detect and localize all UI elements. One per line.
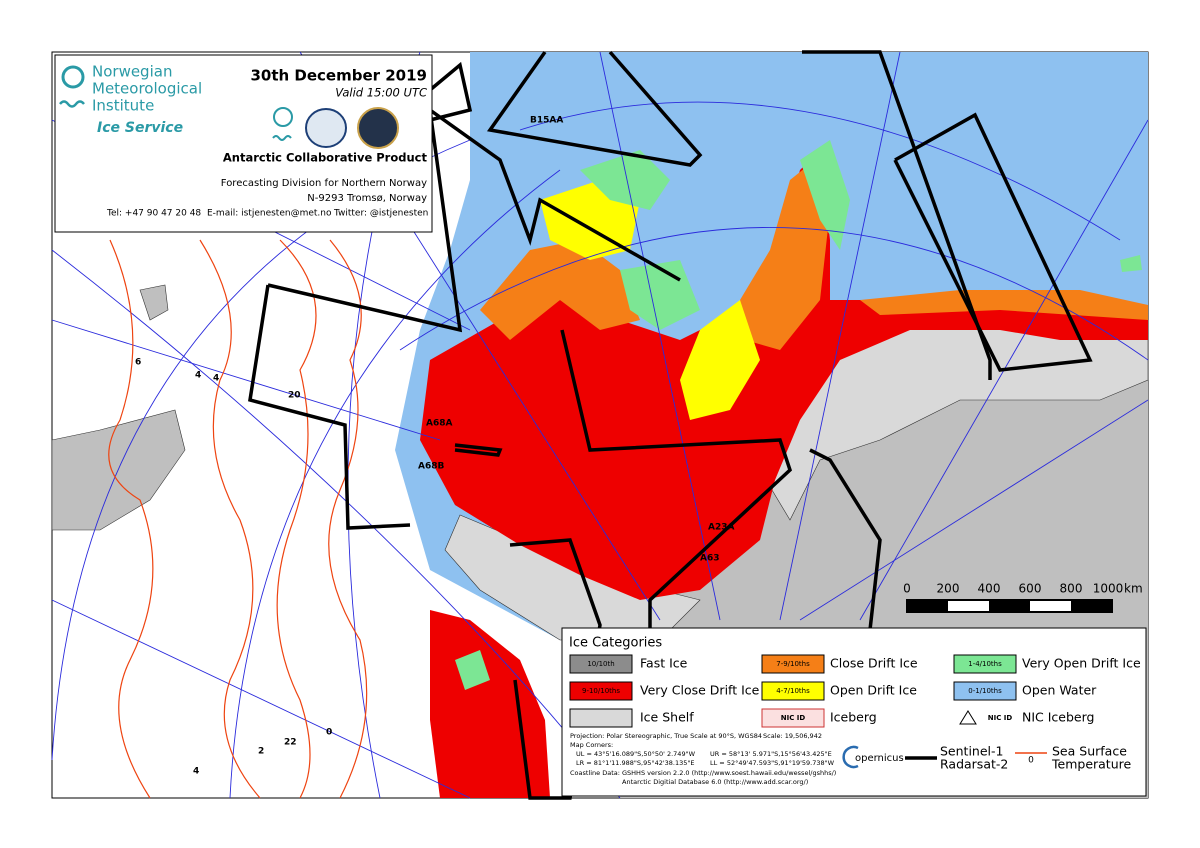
satellite-swaths [248, 50, 1093, 800]
legend-label: Open Water [1022, 683, 1097, 698]
swatch-label: NIC ID [781, 714, 806, 722]
projection: Projection: Polar Stereographic, True Sc… [570, 732, 762, 740]
scale-unit: km [1124, 582, 1143, 596]
very-open-drift-ice [620, 260, 700, 330]
corner: LR = 81°1'11.988"S,95°42'38.135"E [576, 759, 695, 767]
scale-tick: 400 [978, 582, 1001, 596]
very-open-drift-ice [800, 140, 850, 250]
legend-label: Very Open Drift Ice [1022, 656, 1141, 671]
sst-legend-label: Sea Surface [1052, 744, 1127, 759]
coastline: Coastline Data: GSHHS version 2.2.0 (htt… [570, 769, 836, 777]
iceberg-label: A68A [426, 419, 452, 429]
copernicus-logo: opernicus [855, 753, 904, 764]
legend-label: Very Close Drift Ice [640, 683, 760, 698]
close-drift-ice [740, 160, 830, 350]
valid-time: Valid 15:00 UTC [335, 86, 427, 100]
swath-label: Radarsat-2 [940, 757, 1008, 772]
legend-label: Iceberg [830, 710, 877, 725]
sst-contours [108, 239, 368, 799]
coastline: Antarctic Digitial Database 6.0 (http://… [622, 778, 808, 786]
sst-label: 6 [135, 358, 141, 368]
iceberg-label: A63 [700, 554, 720, 564]
date: 30th December 2019 [250, 67, 427, 85]
sst-label: 4 [193, 767, 199, 777]
product: Antarctic Collaborative Product [223, 151, 428, 165]
legend-label: NIC Iceberg [1022, 710, 1094, 725]
scale-bar: 0 200 400 600 800 1000 km [903, 582, 1143, 613]
sst-label: 0 [326, 728, 332, 738]
sst-label: 4 [213, 374, 219, 384]
tel: Tel: +47 90 47 20 48 [106, 209, 201, 219]
iceberg-label: A23A [708, 523, 734, 533]
legend-label: Ice Shelf [640, 710, 694, 725]
scale-tick: 200 [937, 582, 960, 596]
sst-label: 22 [284, 738, 297, 748]
header: Norwegian Meteorological Institute Ice S… [54, 54, 433, 233]
legend-label: Fast Ice [640, 656, 688, 671]
sst-label: 2 [258, 747, 264, 757]
sst-label: 20 [288, 391, 301, 401]
email: E-mail: istjenesten@met.no [207, 209, 332, 219]
corner: UL = 43°5'16.089"S,50°50' 2.749"W [576, 750, 696, 758]
map [51, 50, 1149, 800]
legend: Ice Categories 10/10th Fast Ice 9-10/10t… [561, 627, 1147, 797]
org-name: Institute [92, 97, 154, 115]
corner: UR = 58°13' 5.971"S,15°56'43.425"E [710, 750, 832, 758]
swatch-label: 1-4/10ths [968, 660, 1002, 668]
swatch-label: 7-9/10ths [776, 660, 810, 668]
twitter: Twitter: @istjenesten [333, 209, 428, 219]
swatch-label: 4-7/10ths [776, 687, 810, 695]
swatch-label: 9-10/10ths [582, 687, 620, 695]
corners-title: Map Corners: [570, 741, 613, 749]
sst-legend-label: Temperature [1051, 757, 1131, 772]
scale-tick: 1000 [1093, 582, 1124, 596]
division: Forecasting Division for Northern Norway [221, 178, 427, 189]
scale: Scale: 19,506,942 [763, 732, 822, 740]
very-close-drift-ice [420, 150, 1148, 600]
close-drift-ice [480, 240, 640, 340]
service: Ice Service [97, 120, 183, 136]
swatch-label: 0-1/10ths [968, 687, 1002, 695]
swatch-label: NIC ID [988, 714, 1013, 722]
address: N-9293 Tromsø, Norway [307, 193, 427, 204]
swath-label: Sentinel-1 [940, 744, 1003, 759]
legend-title: Ice Categories [569, 636, 662, 651]
iceberg-label: A68B [418, 462, 444, 472]
very-open-drift-ice [580, 150, 670, 210]
close-drift-ice [860, 290, 1148, 320]
very-open-drift-ice [1120, 255, 1142, 272]
very-open-drift-ice [455, 650, 490, 690]
sst-label: 4 [195, 371, 201, 381]
scale-tick: 800 [1060, 582, 1083, 596]
scale-tick: 600 [1019, 582, 1042, 596]
island [139, 284, 169, 321]
swatch-label: 10/10th [587, 660, 614, 668]
sst-legend-value: 0 [1028, 756, 1034, 766]
org-name: Norwegian [92, 63, 172, 81]
very-close-drift-ice [430, 610, 550, 798]
corner: LL = 52°49'47.593"S,91°19'59.738"W [710, 759, 835, 767]
legend-label: Close Drift Ice [830, 656, 918, 671]
scale-tick: 0 [903, 582, 911, 596]
legend-label: Open Drift Ice [830, 683, 917, 698]
org-name: Meteorological [92, 80, 202, 98]
iceberg-label: B15AA [530, 116, 563, 126]
open-drift-ice [680, 300, 760, 420]
